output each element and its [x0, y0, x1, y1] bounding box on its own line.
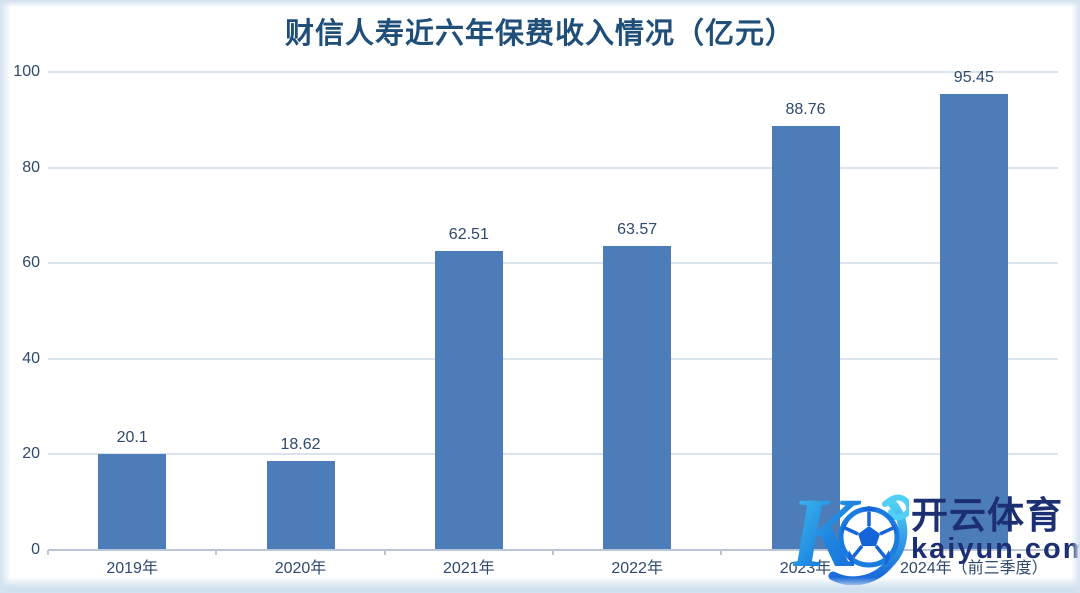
bar-2019年 — [98, 453, 167, 550]
y-tick-label: 100 — [13, 63, 40, 80]
bar-2023年 — [771, 125, 840, 550]
y-tick-label: 0 — [31, 541, 40, 558]
x-axis-tick — [215, 550, 218, 555]
chart-title: 财信人寿近六年保费收入情况（亿元） — [284, 18, 795, 50]
bar-value-label: 88.76 — [785, 100, 826, 118]
bar-value-label: 62.51 — [448, 226, 489, 244]
bar-2024年（前三季度） — [939, 93, 1008, 550]
gridline-y60 — [48, 262, 1058, 265]
x-axis-tick — [1057, 550, 1059, 555]
y-tick-label: 80 — [22, 158, 40, 176]
x-category-label: 2019年 — [106, 560, 158, 577]
bar-value-label: 18.62 — [280, 435, 321, 453]
gridline-y40 — [48, 357, 1058, 360]
x-category-label: 2021年 — [443, 560, 495, 577]
bar-2022年 — [603, 246, 672, 550]
x-category-label: 2022年 — [611, 560, 663, 577]
x-category-label: 2024年（前三季度） — [900, 560, 1048, 577]
y-tick-label: 60 — [22, 254, 40, 272]
gridline-y20 — [48, 453, 1058, 456]
watermark-brand-name: 开云体育 — [911, 495, 1063, 536]
x-category-label: 2020年 — [274, 560, 327, 577]
kaiyun-logo-icon: K — [793, 480, 909, 585]
x-axis-tick — [47, 550, 49, 555]
x-axis-tick — [383, 550, 386, 555]
watermark-domain: kaiyun.com — [911, 533, 1080, 565]
x-axis-tick — [720, 550, 723, 555]
x-category-label: 2023年 — [779, 560, 832, 577]
x-axis-tick — [552, 550, 554, 555]
y-tick-label: 20 — [22, 445, 40, 463]
gridline-y100 — [48, 71, 1058, 73]
y-tick-label: 40 — [22, 349, 40, 367]
kaiyun-watermark: K — [793, 480, 1080, 585]
bar-value-label: 95.45 — [953, 68, 994, 86]
bar-2021年 — [434, 251, 503, 550]
gridline-y80 — [48, 166, 1058, 169]
football-icon — [838, 506, 900, 568]
bar-value-label: 63.57 — [617, 221, 658, 239]
bar-2020年 — [266, 460, 335, 550]
bar-value-label: 20.1 — [116, 428, 148, 446]
kaiyun-watermark-text: 开云体育 kaiyun.com — [911, 495, 1080, 565]
